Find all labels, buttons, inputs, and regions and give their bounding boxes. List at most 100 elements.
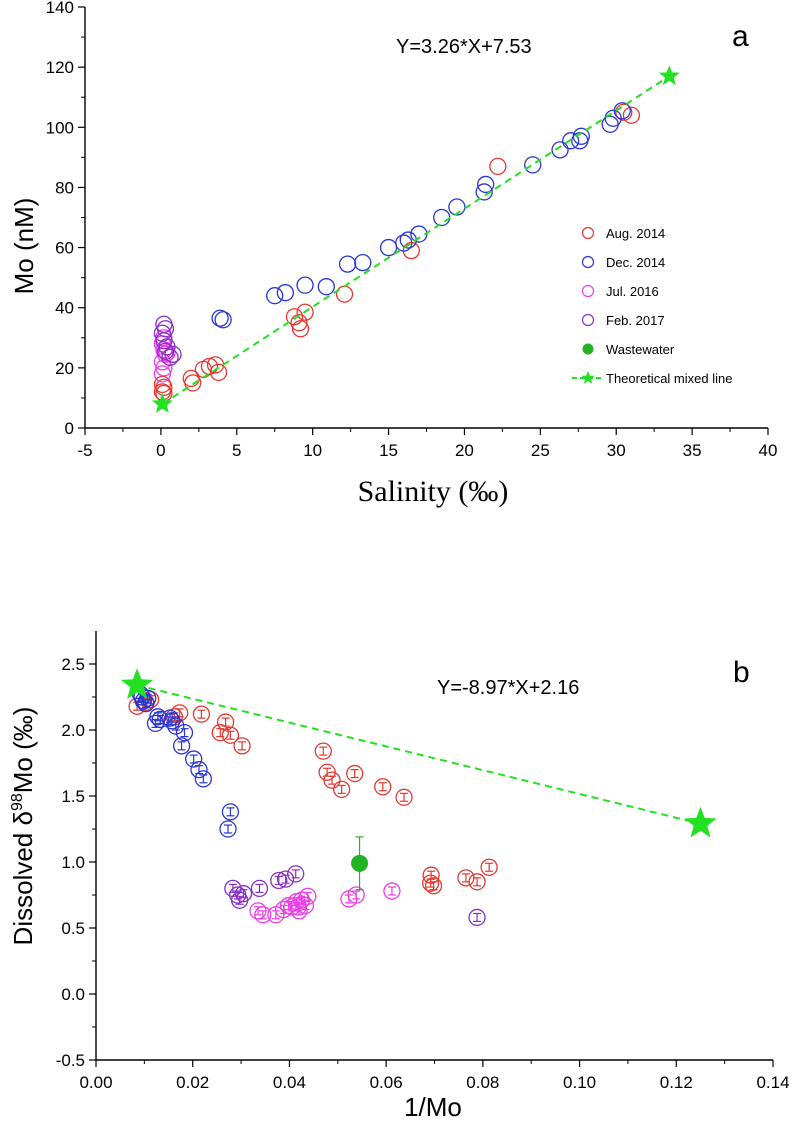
- panel-a-dec2014-point: [296, 276, 314, 294]
- panel-b-feb2017-marker: [234, 885, 253, 903]
- panel-b-x-tick-label: 0.00: [79, 1073, 112, 1092]
- panel-a-aug2014-point: [200, 357, 219, 376]
- panel-b-dec2014-marker: [163, 712, 181, 730]
- legend-label: Feb. 2017: [606, 313, 665, 328]
- panel-a-feb2017-point: [156, 342, 175, 360]
- panel-a-y-tick-label: 80: [55, 178, 74, 197]
- panel-b-aug2014-marker: [424, 877, 443, 895]
- panel-b-dec2014-marker: [167, 717, 185, 735]
- legend-item: Wastewater: [582, 342, 675, 357]
- panel-a-dec2014-point: [562, 132, 580, 150]
- panel-b-ylabel-sup: 98: [9, 793, 26, 811]
- legend-item: Jul. 2016: [581, 284, 659, 299]
- legend-item: Dec. 2014: [581, 255, 665, 270]
- panel-b-x-tick-label: 0.04: [273, 1073, 306, 1092]
- panel-a-x-tick-label: 20: [455, 441, 474, 460]
- panel-b-aug2014-point: [421, 874, 440, 892]
- panel-b-aug2014-marker: [421, 874, 440, 892]
- panel-a-endmember-star: [151, 392, 173, 413]
- legend-filled-swatch: [582, 343, 594, 355]
- panel-b-dec2014-marker: [149, 708, 167, 726]
- panel-b-x-tick-label: 0.08: [466, 1073, 499, 1092]
- panel-a-y-tick-label: 40: [55, 299, 74, 318]
- panel-a-aug2014-point: [615, 103, 633, 121]
- panel-b-jul2016-marker: [290, 902, 308, 920]
- panel-a-x-tick-label: 5: [232, 441, 241, 460]
- panel-b-aug2014-point: [216, 713, 235, 731]
- panel-b-wastewater-marker: [351, 854, 369, 872]
- panel-b-dec2014-marker: [219, 820, 237, 838]
- panel-b-aug2014-point: [233, 737, 251, 755]
- legend-circle-swatch: [581, 226, 595, 240]
- panel-a-feb2017-point: [161, 348, 179, 366]
- panel-b-aug2014-point: [468, 873, 486, 891]
- legend-item: Feb. 2017: [581, 313, 665, 328]
- panel-b-aug2014-point: [346, 764, 364, 783]
- panel-b-aug2014-marker: [233, 737, 251, 755]
- panel-b-aug2014-marker: [395, 788, 413, 806]
- panel-a-aug2014-point: [285, 308, 304, 326]
- panel-b-aug2014-point: [323, 771, 341, 789]
- panel-b-aug2014-marker: [333, 780, 351, 799]
- panel-b-aug2014-marker: [314, 742, 332, 760]
- panel-b-dec2014-marker: [221, 803, 240, 821]
- panel-a-jul2016-point: [153, 365, 172, 383]
- panel-a-dec2014-point: [613, 102, 631, 120]
- legend-item: Aug. 2014: [581, 226, 665, 241]
- panel-b-y-tick-label: 1.0: [61, 853, 85, 872]
- panel-a-dec2014-point: [551, 141, 569, 159]
- panel-b-aug2014-marker: [221, 726, 240, 744]
- panel-a-aug2014-point: [184, 374, 202, 392]
- panel-b-endmember-star: [684, 806, 717, 838]
- panel-a-x-tick-label: 35: [683, 441, 702, 460]
- panel-b-aug2014-marker: [323, 771, 341, 789]
- panel-b-aug2014-point: [211, 723, 229, 742]
- panel-b-dec2014-marker: [175, 723, 194, 742]
- panel-b-dec2014-point: [172, 737, 191, 755]
- legend-label: Dec. 2014: [606, 255, 665, 270]
- panel-a-y-tick-label: 0: [65, 419, 74, 438]
- panel-a-dec2014-point: [317, 278, 335, 296]
- panel-b-y-tick-label: 2.5: [61, 655, 85, 674]
- panel-b-aug2014-marker: [468, 873, 486, 891]
- panel-b-jul2016-marker: [296, 896, 315, 915]
- panel-b-feb2017-marker: [270, 871, 288, 890]
- panel-a-x-tick-label: 30: [607, 441, 626, 460]
- legend-circle-swatch: [581, 284, 595, 298]
- panel-a-dec2014-point: [433, 208, 451, 227]
- panel-a-label: a: [732, 20, 749, 53]
- panel-a-aug2014-point: [153, 375, 172, 394]
- panel-b-jul2016-marker: [383, 882, 401, 900]
- panel-b-aug2014-marker: [216, 713, 235, 731]
- panel-b-dec2014-marker: [139, 689, 157, 707]
- panel-b-theoretical-mixed-line: [136, 684, 701, 825]
- panel-b-dec2014-marker: [151, 710, 169, 729]
- panel-b-feb2017-point: [287, 865, 305, 883]
- panel-a-feb2017-point: [164, 345, 182, 363]
- panel-b-feb2017-marker: [468, 908, 486, 927]
- panel-b-aug2014-point: [192, 705, 211, 723]
- panel-b-dec2014-point: [167, 717, 185, 735]
- panel-b-endmember-star: [120, 668, 154, 699]
- panel-b-aug2014-point: [221, 726, 240, 744]
- panel-a-y-tick-label: 140: [46, 0, 74, 17]
- panel-b-x-tick-label: 0.14: [756, 1073, 789, 1092]
- panel-a-y-tick-label: 60: [55, 239, 74, 258]
- panel-b-label: b: [733, 656, 750, 689]
- panel-b-ylabel: Dissolved δ98Mo (‰): [8, 707, 38, 946]
- panel-a-dec2014-point: [395, 234, 413, 252]
- panel-b-feb2017-point: [250, 879, 269, 898]
- panel-b-axes: [89, 631, 774, 1067]
- panel-b-jul2016-point: [254, 906, 272, 924]
- panel-b-dec2014-marker: [190, 760, 208, 779]
- panel-b-jul2016-point: [299, 887, 317, 905]
- panel-b-y-tick-label: -0.5: [56, 1051, 85, 1070]
- panel-a-dec2014-point: [214, 311, 232, 329]
- panel-a-x-tick-label: 40: [759, 441, 778, 460]
- panel-a-endmember-star: [658, 65, 680, 86]
- panel-b-x-tick-label: 0.12: [660, 1073, 693, 1092]
- panel-a-x-tick-label: 15: [379, 441, 398, 460]
- panel-b-jul2016-marker: [347, 886, 365, 904]
- panel-b-xlabel: 1/Mo: [404, 1092, 462, 1122]
